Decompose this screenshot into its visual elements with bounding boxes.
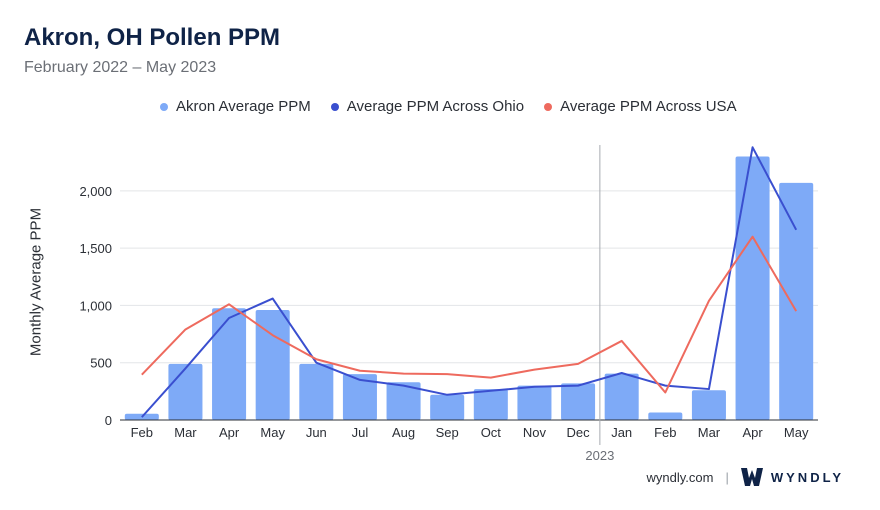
bar <box>779 182 814 420</box>
bar <box>691 390 726 420</box>
x-tick-label: Mar <box>698 425 721 440</box>
x-tick-label: Sep <box>436 425 459 440</box>
ohio-line <box>141 146 798 418</box>
x-tick-label: Feb <box>131 425 153 440</box>
bar <box>648 412 683 420</box>
bar <box>255 310 290 420</box>
year-label: 2023 <box>585 448 614 463</box>
bar <box>735 156 770 421</box>
legend-item-ohio: Average PPM Across Ohio <box>330 98 525 115</box>
x-tick-label: May <box>260 425 285 440</box>
legend-swatch-usa <box>544 102 553 111</box>
x-tick-label: Jun <box>306 425 327 440</box>
chart-title: Akron, OH Pollen PPM <box>24 24 281 51</box>
bar <box>430 394 465 420</box>
bar <box>561 383 596 420</box>
bar <box>386 382 421 420</box>
x-tick-label: Feb <box>654 425 676 440</box>
footer-separator: | <box>725 469 729 485</box>
x-tick-label: Mar <box>174 425 197 440</box>
bar <box>604 373 639 420</box>
brand-name: WYNDLY <box>770 469 844 485</box>
chart-subtitle: February 2022 – May 2023 <box>24 59 217 76</box>
wyndly-logo-icon <box>740 468 763 486</box>
site-link[interactable]: wyndly.com <box>646 469 714 485</box>
legend-swatch-akron <box>160 102 168 111</box>
usa-line <box>141 235 798 394</box>
bar <box>517 385 552 420</box>
legend: Akron Average PPM Average PPM Across Ohi… <box>160 98 757 115</box>
y-tick-label: 1,000 <box>79 298 112 313</box>
x-tick-label: Nov <box>523 425 547 440</box>
legend-item-akron: Akron Average PPM <box>160 98 311 115</box>
bar <box>342 374 377 420</box>
x-tick-label: Aug <box>392 425 415 440</box>
bar <box>473 389 508 420</box>
bar <box>212 308 247 420</box>
x-tick-label: Apr <box>742 425 763 440</box>
y-tick-label: 2,000 <box>79 184 112 199</box>
x-tick-label: Apr <box>219 425 240 440</box>
legend-item-usa: Average PPM Across USA <box>544 98 737 115</box>
x-tick-label: May <box>784 425 809 440</box>
x-tick-label: Dec <box>567 425 591 440</box>
legend-label-usa: Average PPM Across USA <box>560 98 737 115</box>
legend-label-akron: Akron Average PPM <box>176 98 311 115</box>
bar <box>299 363 334 420</box>
x-tick-label: Jan <box>611 425 632 440</box>
legend-swatch-ohio <box>330 102 339 111</box>
legend-label-ohio: Average PPM Across Ohio <box>346 98 525 115</box>
y-tick-label: 0 <box>105 413 112 428</box>
footer: wyndly.com | WYNDLY <box>647 468 844 486</box>
x-tick-label: Jul <box>352 425 369 440</box>
bar <box>168 363 203 420</box>
x-tick-label: Oct <box>481 425 502 440</box>
y-tick-label: 1,500 <box>79 241 112 256</box>
y-tick-label: 500 <box>90 356 112 371</box>
